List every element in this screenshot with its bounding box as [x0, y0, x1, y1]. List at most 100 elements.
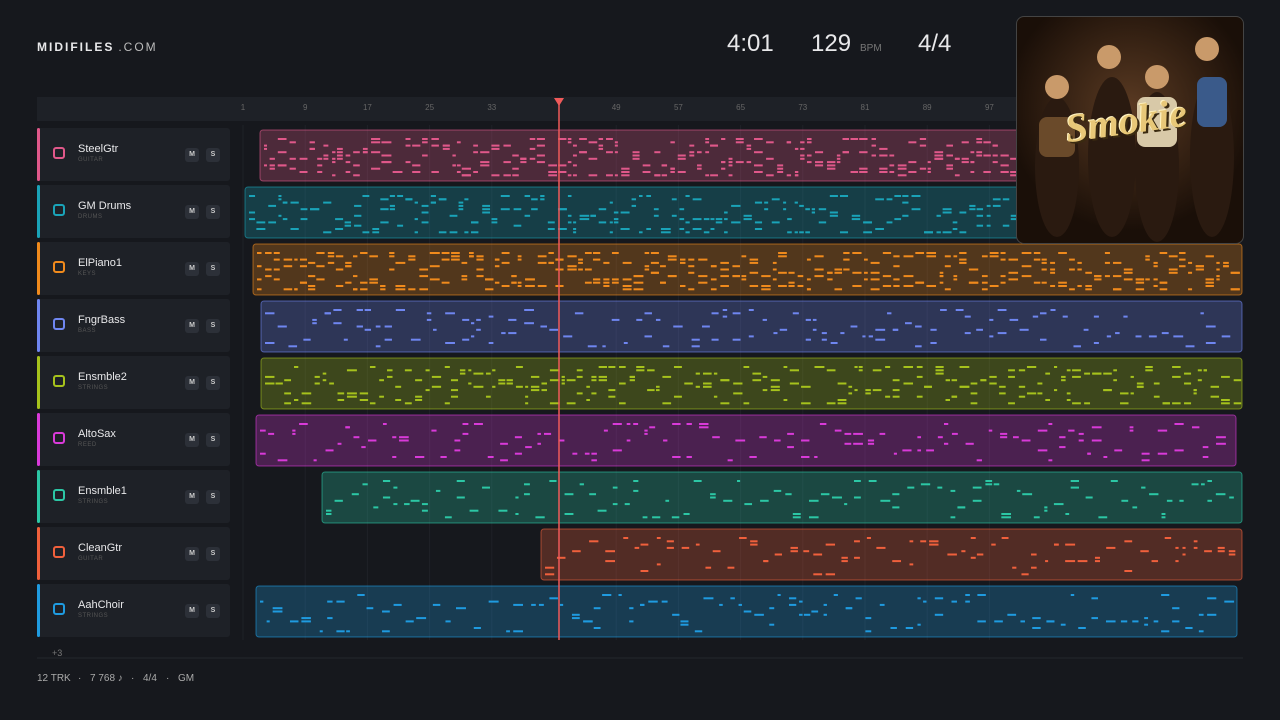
track-header[interactable]: SteelGtr GUITAR M S: [37, 128, 230, 181]
solo-button[interactable]: S: [206, 148, 220, 162]
note: [567, 174, 572, 177]
note: [1221, 375, 1230, 378]
solo-button[interactable]: S: [206, 376, 220, 390]
note: [686, 423, 692, 425]
note: [812, 318, 817, 321]
mute-button[interactable]: M: [185, 205, 199, 219]
note: [408, 258, 416, 261]
note: [611, 278, 619, 281]
track-header[interactable]: GM Drums DRUMS M S: [37, 185, 230, 238]
note: [853, 496, 861, 499]
note: [1026, 392, 1037, 395]
note: [953, 255, 958, 258]
note: [299, 157, 308, 160]
track-kind: GUITAR: [78, 157, 104, 163]
track-kind: STRINGS: [78, 385, 109, 391]
more-tracks[interactable]: +3: [52, 648, 63, 658]
solo-button[interactable]: S: [206, 604, 220, 618]
mute-button[interactable]: M: [185, 604, 199, 618]
note: [429, 278, 440, 281]
note: [848, 385, 853, 388]
note: [879, 171, 888, 173]
mute-button[interactable]: M: [185, 319, 199, 333]
note: [414, 201, 418, 204]
note: [567, 255, 577, 258]
mute-button[interactable]: M: [185, 547, 199, 561]
note: [870, 278, 880, 281]
bar-number: 33: [487, 103, 496, 112]
solo-button[interactable]: S: [206, 262, 220, 276]
mute-button[interactable]: M: [185, 148, 199, 162]
solo-button[interactable]: S: [206, 319, 220, 333]
note: [930, 342, 937, 344]
note: [1031, 566, 1037, 569]
note: [777, 594, 781, 596]
note: [1159, 281, 1168, 284]
note: [656, 563, 661, 566]
note: [833, 594, 838, 596]
note: [644, 312, 652, 315]
note: [927, 167, 931, 170]
note: [727, 459, 733, 462]
note: [618, 594, 622, 596]
note: [303, 338, 311, 341]
note: [620, 228, 630, 230]
note: [312, 322, 317, 325]
track-header[interactable]: AahChoir STRINGS M S: [37, 584, 230, 637]
note: [1130, 392, 1134, 395]
mute-button[interactable]: M: [185, 490, 199, 504]
note: [924, 231, 933, 234]
mute-button[interactable]: M: [185, 262, 199, 276]
note: [429, 252, 440, 254]
note: [264, 164, 268, 167]
mute-button[interactable]: M: [185, 433, 199, 447]
track-header[interactable]: AltoSax REED M S: [37, 413, 230, 466]
note: [1195, 268, 1204, 271]
solo-button[interactable]: S: [206, 490, 220, 504]
solo-button[interactable]: S: [206, 205, 220, 219]
track-icon: [53, 204, 65, 216]
note: [508, 318, 517, 321]
note: [268, 221, 277, 224]
note: [636, 318, 643, 321]
note: [977, 620, 986, 623]
track-icon: [53, 489, 65, 501]
note: [666, 546, 674, 549]
note: [469, 509, 479, 512]
note: [865, 392, 871, 395]
note: [859, 171, 868, 173]
note: [323, 157, 329, 160]
note: [703, 597, 714, 600]
note: [1010, 218, 1021, 221]
note: [735, 439, 746, 442]
note: [369, 281, 378, 284]
note: [1020, 620, 1025, 623]
note: [968, 281, 979, 284]
track-header[interactable]: Ensmble1 STRINGS M S: [37, 470, 230, 523]
note: [557, 208, 567, 211]
note: [598, 138, 604, 140]
note: [946, 144, 954, 147]
note: [1093, 315, 1099, 318]
track-header[interactable]: Ensmble2 STRINGS M S: [37, 356, 230, 409]
solo-button[interactable]: S: [206, 547, 220, 561]
note: [336, 630, 345, 633]
track-header[interactable]: FngrBass BASS M S: [37, 299, 230, 352]
note: [257, 278, 262, 281]
note: [801, 456, 810, 458]
track-header[interactable]: CleanGtr GUITAR M S: [37, 527, 230, 580]
solo-button[interactable]: S: [206, 433, 220, 447]
track-header[interactable]: ElPiano1 KEYS M S: [37, 242, 230, 295]
note: [282, 201, 288, 204]
note: [826, 402, 836, 405]
note: [741, 255, 747, 258]
note: [633, 288, 644, 291]
note: [642, 516, 648, 519]
note: [556, 556, 566, 559]
note: [710, 496, 716, 499]
mute-button[interactable]: M: [185, 376, 199, 390]
note: [744, 503, 753, 506]
note: [945, 379, 951, 382]
note: [354, 214, 362, 217]
note: [783, 366, 788, 368]
